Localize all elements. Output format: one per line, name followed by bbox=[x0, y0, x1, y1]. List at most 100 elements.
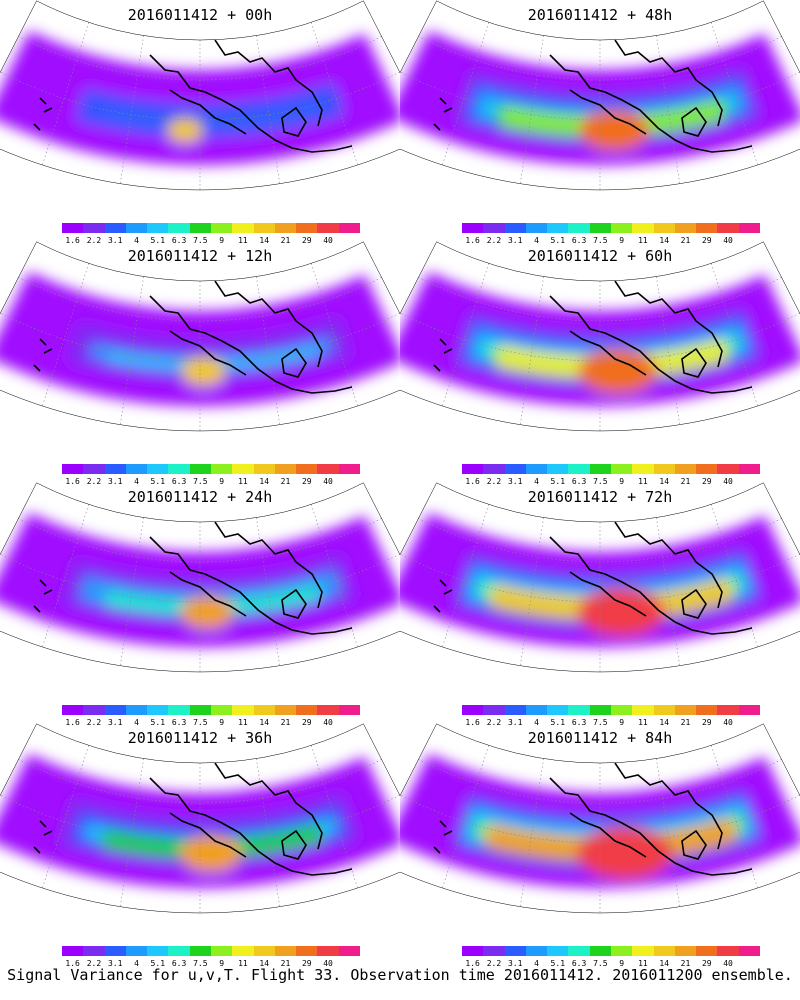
colorbar-swatch bbox=[62, 946, 84, 956]
colorbar-swatch bbox=[696, 223, 718, 233]
panel-title: 2016011412 + 00h bbox=[127, 6, 273, 24]
colorbar-swatch bbox=[253, 223, 275, 233]
colorbar-swatch bbox=[610, 464, 633, 474]
forecast-panel: 2016011412 + 84h 1.6 2.2 3.1 4 5.1 6.3 7.5 9 11 14… bbox=[400, 723, 800, 968]
colorbar-label: 1.6 bbox=[465, 718, 480, 727]
colorbar-swatch bbox=[610, 223, 633, 233]
colorbar-labels: 1.6 2.2 3.1 4 5.1 6.3 7.5 9 11 14 21 29 40 bbox=[450, 959, 760, 969]
colorbar-swatch bbox=[462, 705, 484, 715]
colorbar-label: 3.1 bbox=[107, 236, 123, 245]
panel-title: 2016011412 + 72h bbox=[527, 488, 673, 506]
colorbar-swatch bbox=[104, 946, 126, 956]
colorbar-label: 21 bbox=[280, 718, 291, 727]
variance-map bbox=[0, 241, 400, 432]
colorbar-label: 1.6 bbox=[465, 477, 480, 486]
panel-title: 2016011412 + 60h bbox=[527, 247, 673, 265]
coastline bbox=[33, 39, 353, 153]
colorbar-swatch bbox=[717, 464, 739, 474]
colorbar-swatch bbox=[147, 946, 169, 956]
colorbar bbox=[462, 223, 760, 233]
colorbar-label: 6.3 bbox=[171, 718, 187, 727]
colorbar-label: 29 bbox=[301, 236, 312, 245]
colorbar-swatch bbox=[674, 464, 697, 474]
colorbar-swatch bbox=[653, 223, 675, 233]
colorbar-labels: 1.6 2.2 3.1 4 5.1 6.3 7.5 9 11 14 21 29 40 bbox=[450, 718, 760, 728]
colorbar-labels: 1.6 2.2 3.1 4 5.1 6.3 7.5 9 11 14 21 29 40 bbox=[50, 959, 360, 969]
colorbar-swatch bbox=[738, 705, 760, 715]
colorbar-label: 9 bbox=[219, 477, 225, 486]
colorbar-swatch bbox=[296, 946, 318, 956]
colorbar-label: 29 bbox=[701, 959, 712, 968]
colorbar-swatch bbox=[547, 223, 569, 233]
colorbar-swatch bbox=[653, 464, 675, 474]
colorbar-swatch bbox=[168, 464, 190, 474]
coastline bbox=[33, 762, 353, 876]
colorbar-label: 29 bbox=[301, 959, 312, 968]
colorbar-label: 4 bbox=[134, 718, 139, 727]
colorbar-label: 29 bbox=[301, 477, 312, 486]
colorbar-swatch bbox=[504, 946, 526, 956]
colorbar-swatch bbox=[568, 705, 590, 715]
colorbar-swatch bbox=[253, 464, 275, 474]
colorbar-swatch bbox=[483, 223, 505, 233]
panel-title: 2016011412 + 24h bbox=[127, 488, 273, 506]
colorbar-swatch bbox=[525, 464, 548, 474]
colorbar-label: 14 bbox=[659, 718, 670, 727]
colorbar-swatch bbox=[338, 705, 360, 715]
colorbar-label: 9 bbox=[219, 959, 225, 968]
colorbar bbox=[462, 464, 760, 474]
colorbar-swatch bbox=[483, 464, 505, 474]
colorbar-swatch bbox=[125, 223, 148, 233]
colorbar-swatch bbox=[589, 223, 611, 233]
colorbar-label: 21 bbox=[280, 236, 291, 245]
colorbar-swatch bbox=[62, 705, 84, 715]
coastline bbox=[433, 521, 753, 635]
panel-title: 2016011412 + 84h bbox=[527, 729, 673, 747]
coastline bbox=[33, 280, 353, 394]
colorbar-label: 7.5 bbox=[193, 477, 208, 486]
colorbar-label: 6.3 bbox=[171, 477, 187, 486]
colorbar-label: 2.2 bbox=[86, 236, 102, 245]
colorbar-swatch bbox=[547, 946, 569, 956]
colorbar-swatch bbox=[568, 464, 590, 474]
colorbar-label: 6.3 bbox=[571, 959, 587, 968]
colorbar-label: 21 bbox=[680, 236, 691, 245]
colorbar-label: 7.5 bbox=[593, 477, 608, 486]
coastline bbox=[433, 39, 753, 153]
colorbar-label: 1.6 bbox=[465, 959, 480, 968]
colorbar-label: 11 bbox=[238, 236, 248, 245]
colorbar-labels: 1.6 2.2 3.1 4 5.1 6.3 7.5 9 11 14 21 29 40 bbox=[50, 236, 360, 246]
colorbar-label: 3.1 bbox=[507, 718, 523, 727]
colorbar-label: 9 bbox=[619, 477, 625, 486]
colorbar-swatch bbox=[504, 223, 526, 233]
colorbar-label: 5.1 bbox=[550, 477, 566, 486]
colorbar-swatch bbox=[610, 705, 633, 715]
colorbar-label: 1.6 bbox=[65, 477, 80, 486]
colorbar-label: 40 bbox=[323, 718, 333, 727]
colorbar-label: 2.2 bbox=[86, 718, 102, 727]
colorbar-label: 40 bbox=[723, 236, 733, 245]
colorbar-label: 1.6 bbox=[65, 236, 80, 245]
colorbar bbox=[62, 705, 360, 715]
colorbar-label: 2.2 bbox=[486, 236, 502, 245]
colorbar-label: 9 bbox=[619, 236, 625, 245]
colorbar-swatch bbox=[653, 705, 675, 715]
colorbar-label: 3.1 bbox=[507, 959, 523, 968]
colorbar-swatch bbox=[125, 464, 148, 474]
colorbar-swatch bbox=[62, 223, 84, 233]
colorbar-label: 7.5 bbox=[193, 718, 208, 727]
colorbar-swatch bbox=[589, 464, 611, 474]
colorbar-label: 29 bbox=[701, 477, 712, 486]
colorbar-swatch bbox=[525, 705, 548, 715]
colorbar-swatch bbox=[147, 705, 169, 715]
colorbar-swatch bbox=[738, 464, 760, 474]
colorbar-swatch bbox=[317, 946, 339, 956]
colorbar-swatch bbox=[232, 464, 254, 474]
coastline bbox=[433, 280, 753, 394]
colorbar-swatch bbox=[483, 946, 505, 956]
panel-title: 2016011412 + 36h bbox=[127, 729, 273, 747]
colorbar-swatch bbox=[232, 223, 254, 233]
colorbar-label: 4 bbox=[134, 477, 139, 486]
colorbar-label: 9 bbox=[619, 718, 625, 727]
colorbar-label: 9 bbox=[219, 718, 225, 727]
